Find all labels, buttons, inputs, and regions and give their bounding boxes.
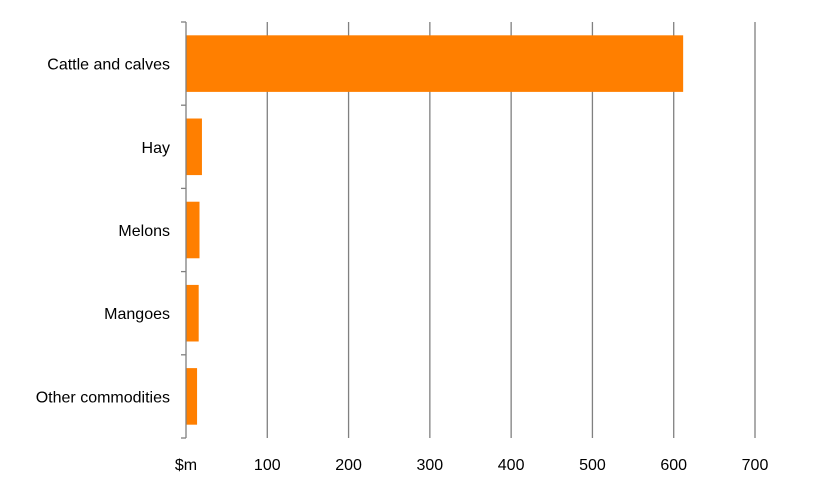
x-tick-label: 200 bbox=[335, 457, 362, 474]
category-label: Other commodities bbox=[36, 389, 170, 406]
x-tick-label: 700 bbox=[742, 457, 769, 474]
category-label: Mangoes bbox=[104, 306, 170, 323]
bars bbox=[186, 35, 684, 425]
x-tick-label: $m bbox=[175, 457, 197, 474]
bar-cattle-and-calves bbox=[186, 35, 684, 92]
labels: Cattle and calves Hay Melons Mangoes Other c… bbox=[36, 57, 769, 474]
x-tick-label: 500 bbox=[579, 457, 606, 474]
x-tick-label: 300 bbox=[417, 457, 444, 474]
x-tick-label: 100 bbox=[254, 457, 281, 474]
axes bbox=[181, 21, 187, 439]
bar-other-commodities bbox=[186, 368, 198, 425]
bar-mangoes bbox=[186, 284, 199, 342]
category-label: Hay bbox=[142, 140, 170, 157]
category-label: Melons bbox=[118, 223, 170, 240]
x-tick-label: 600 bbox=[660, 457, 687, 474]
category-label: Cattle and calves bbox=[47, 57, 170, 74]
bar-melons bbox=[186, 201, 200, 259]
bar-hay bbox=[186, 118, 202, 176]
x-tick-label: 400 bbox=[498, 457, 525, 474]
